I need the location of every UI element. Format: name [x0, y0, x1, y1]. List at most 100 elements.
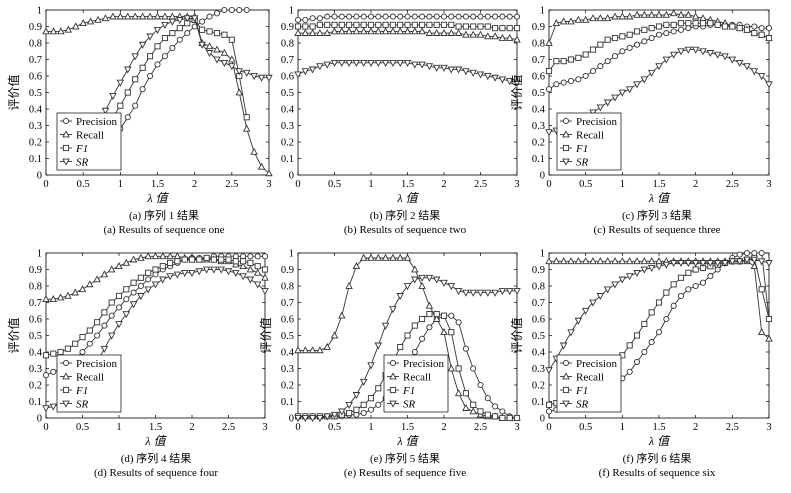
x-tick-label: 0 — [546, 422, 551, 433]
data-point — [64, 291, 72, 299]
legend-marker — [389, 386, 397, 394]
data-point — [505, 33, 514, 41]
data-point — [491, 32, 499, 40]
data-point — [499, 13, 506, 20]
data-point — [729, 23, 736, 30]
data-point — [559, 17, 568, 25]
data-point — [625, 86, 634, 94]
data-point — [301, 346, 310, 354]
data-point — [338, 408, 346, 416]
data-point — [228, 36, 235, 43]
data-point — [161, 12, 169, 20]
data-point — [116, 79, 125, 87]
data-point — [655, 31, 663, 38]
caption-a-cn: (a) 序列 1 结果 — [129, 210, 199, 222]
caption-c-en: (c) Results of sequence three — [593, 224, 721, 236]
data-point — [124, 89, 131, 96]
data-point — [751, 23, 758, 30]
data-point — [677, 20, 685, 27]
data-point — [574, 317, 583, 325]
data-point — [346, 13, 353, 20]
data-point — [330, 59, 339, 67]
data-point — [302, 16, 309, 23]
data-point — [265, 169, 273, 177]
data-point — [611, 12, 619, 20]
data-point — [308, 415, 317, 423]
data-point — [575, 76, 582, 83]
data-point — [735, 59, 744, 67]
y-axis-label: 评价值 — [6, 317, 21, 353]
data-point — [220, 59, 229, 67]
data-point — [294, 23, 302, 30]
data-point — [309, 23, 316, 30]
data-point — [228, 6, 235, 14]
data-point — [217, 266, 225, 274]
data-point — [331, 21, 338, 28]
data-point — [641, 38, 648, 45]
data-point — [115, 292, 123, 299]
data-point — [647, 265, 656, 273]
y-tick-label: 0.3 — [281, 364, 294, 375]
data-point — [152, 271, 159, 278]
data-point — [139, 64, 146, 71]
data-point — [42, 372, 50, 379]
data-point — [239, 262, 247, 270]
y-tick-label: 0.5 — [281, 331, 294, 342]
data-point — [247, 259, 254, 266]
data-point — [574, 257, 583, 265]
y-tick-label: 0.1 — [29, 154, 42, 165]
y-tick-label: 0.8 — [281, 39, 294, 50]
legend-marker — [389, 400, 397, 408]
caption-b: (b) 序列 2 结果 (b) Results of sequence two — [285, 209, 525, 237]
caption-d-en: (d) Results of sequence four — [93, 467, 219, 479]
data-point — [597, 63, 604, 70]
data-point — [316, 21, 323, 28]
data-point — [655, 329, 663, 336]
data-point — [261, 273, 269, 281]
data-point — [101, 322, 108, 329]
data-point — [232, 269, 240, 277]
data-point — [625, 12, 634, 20]
chart-panel-3: 0 0.5 1 1.5 2 2.5 3 0 0.1 0.2 0.3 0.4 0.5 0.6 0.7 0.8 0.… — [6, 249, 269, 448]
data-point — [691, 260, 700, 268]
y-tick-label: 0.2 — [29, 381, 42, 392]
data-point — [367, 395, 375, 402]
data-point — [448, 13, 455, 20]
data-point — [567, 257, 575, 265]
data-point — [316, 15, 323, 22]
data-point — [432, 64, 441, 72]
y-tick-label: 0.1 — [29, 397, 42, 408]
data-point — [131, 12, 139, 20]
x-tick-label: 1 — [116, 422, 121, 433]
data-point — [596, 104, 605, 112]
y-tick-label: 0.8 — [532, 39, 545, 50]
data-point — [375, 21, 382, 28]
data-point — [655, 10, 663, 18]
data-point — [122, 311, 131, 319]
data-point — [567, 77, 575, 84]
data-point — [180, 269, 189, 277]
data-point — [403, 27, 412, 35]
x-tick-label: 2 — [441, 179, 446, 190]
data-point — [397, 13, 404, 20]
y-tick-label: 0.3 — [532, 121, 545, 132]
data-point — [190, 15, 199, 23]
y-tick-label: 0 — [37, 171, 42, 182]
data-point — [757, 328, 766, 336]
data-point — [345, 281, 353, 289]
data-point — [655, 23, 663, 30]
data-point — [176, 25, 183, 32]
y-tick-label: 0.1 — [281, 397, 294, 408]
data-point — [159, 263, 166, 270]
legend-label: Recall — [76, 130, 104, 142]
data-point — [677, 260, 685, 268]
data-point — [611, 257, 619, 265]
data-point — [151, 252, 160, 260]
data-point — [513, 79, 521, 87]
chart-panel-0: 0 0.5 1 1.5 2 2.5 3 0 0.1 0.2 0.3 0.4 0.5 0.6 0.7 0.8 0.… — [6, 6, 273, 205]
data-point — [684, 10, 693, 18]
data-point — [454, 389, 463, 397]
x-tick-label: 2 — [192, 179, 197, 190]
data-point — [206, 13, 213, 20]
